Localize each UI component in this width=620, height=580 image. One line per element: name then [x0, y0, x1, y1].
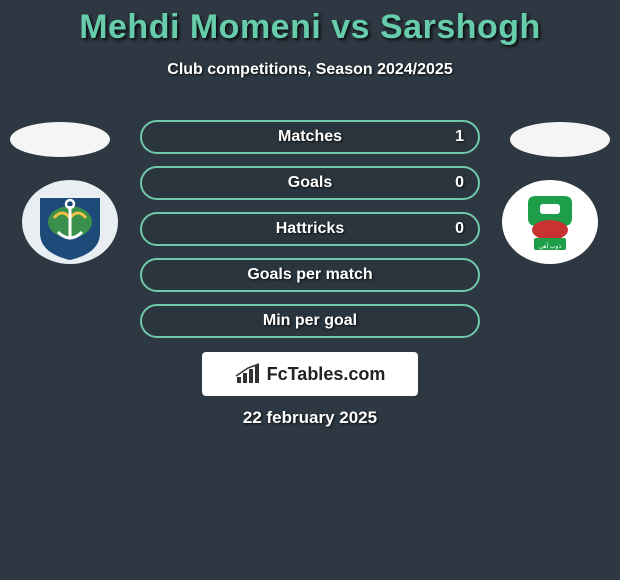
- stat-row-matches: Matches 1: [140, 120, 480, 154]
- stat-value-right: 0: [455, 220, 464, 238]
- player-portrait-right: [510, 122, 610, 157]
- stat-row-goals-per-match: Goals per match: [140, 258, 480, 292]
- subtitle: Club competitions, Season 2024/2025: [0, 61, 620, 79]
- stat-value-right: 1: [455, 128, 464, 146]
- date-text: 22 february 2025: [0, 408, 620, 428]
- stat-label: Hattricks: [276, 220, 344, 238]
- stat-label: Goals: [288, 174, 332, 192]
- club-badge-right: ذوب آهن: [500, 178, 600, 266]
- stat-row-goals: Goals 0: [140, 166, 480, 200]
- svg-text:ذوب آهن: ذوب آهن: [539, 242, 562, 250]
- bar-chart-icon: [235, 363, 261, 385]
- stat-label: Goals per match: [247, 266, 372, 284]
- stat-label: Min per goal: [263, 312, 357, 330]
- player-portrait-left: [10, 122, 110, 157]
- industrial-shield-icon: ذوب آهن: [500, 178, 600, 266]
- stat-row-hattricks: Hattricks 0: [140, 212, 480, 246]
- fctables-logo: FcTables.com: [202, 352, 418, 396]
- anchor-shield-icon: [20, 178, 120, 266]
- comparison-title: Mehdi Momeni vs Sarshogh: [0, 0, 620, 47]
- stat-value-right: 0: [455, 174, 464, 192]
- club-badge-left: [20, 178, 120, 266]
- stat-label: Matches: [278, 128, 342, 146]
- stats-container: Matches 1 Goals 0 Hattricks 0 Goals per …: [140, 120, 480, 350]
- stat-row-min-per-goal: Min per goal: [140, 304, 480, 338]
- logo-text: FcTables.com: [267, 364, 386, 385]
